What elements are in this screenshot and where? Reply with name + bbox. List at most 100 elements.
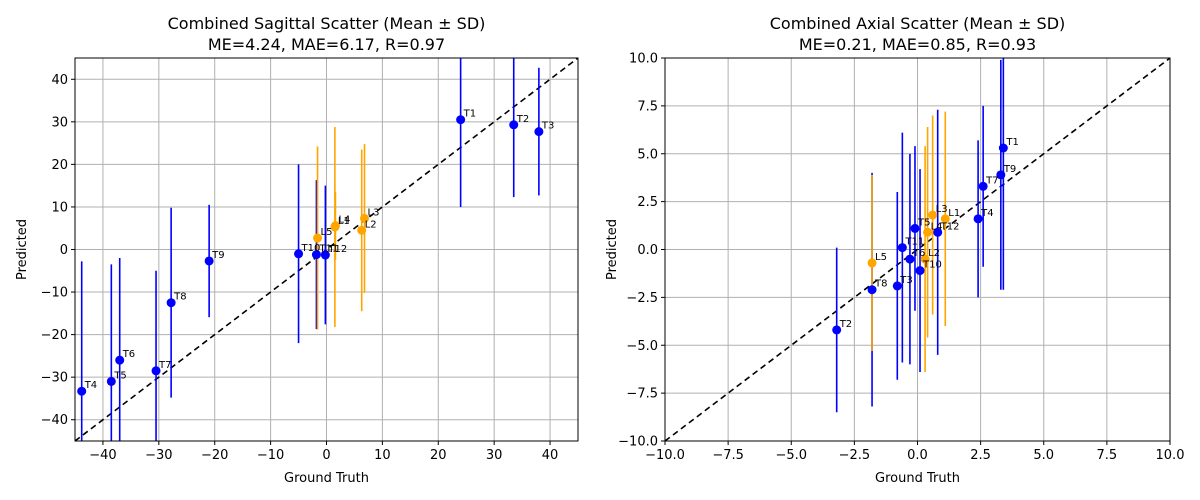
sagittal-point-l3 — [360, 213, 370, 223]
sagittal-point-t1 — [456, 115, 466, 125]
sagittal-y-tick-label: −30 — [41, 371, 68, 386]
axial-point-label-t2: T2 — [839, 319, 852, 330]
sagittal-identity-line — [74, 57, 579, 442]
axial-data-layer — [832, 58, 1008, 413]
axial-y-tick-label: 7.5 — [637, 99, 658, 114]
axial-x-tick-label: 2.5 — [970, 448, 991, 463]
sagittal-point-label-t1: T1 — [463, 109, 476, 120]
axial-point-t12 — [933, 227, 943, 237]
sagittal-y-tick-label: 10 — [51, 200, 68, 215]
sagittal-point-t3 — [534, 127, 544, 137]
sagittal-chart-title: Combined Sagittal Scatter (Mean ± SD) — [168, 14, 486, 33]
axial-point-label-t7: T7 — [985, 175, 998, 186]
axial-point-label-l4: L4 — [931, 221, 943, 232]
sagittal-y-tick-label: 40 — [51, 73, 68, 88]
sagittal-point-t5 — [106, 376, 116, 386]
axial-point-t8 — [867, 285, 877, 295]
axial-point-label-l5: L5 — [875, 252, 887, 263]
axial-identity-line — [664, 57, 1171, 442]
sagittal-x-tick-label: 20 — [430, 448, 447, 463]
sagittal-point-label-l5: L5 — [321, 227, 333, 238]
axial-point-t9 — [996, 170, 1006, 180]
axial-point-l5 — [867, 258, 877, 268]
sagittal-y-axis-label: Predicted — [15, 219, 30, 280]
sagittal-y-tick-label: −10 — [41, 286, 68, 301]
sagittal-point-t11 — [311, 250, 321, 260]
axial-chart-title: Combined Axial Scatter (Mean ± SD) — [770, 14, 1066, 33]
sagittal-point-label-t12: T12 — [327, 244, 347, 255]
axial-x-axis-label: Ground Truth — [875, 471, 960, 486]
sagittal-point-label-t3: T3 — [541, 121, 554, 132]
axial-point-l4 — [923, 227, 933, 237]
sagittal-y-tick-label: 20 — [51, 158, 68, 173]
sagittal-x-tick-label: 0 — [322, 448, 330, 463]
sagittal-point-t4 — [77, 386, 87, 396]
axial-point-l2 — [920, 254, 930, 264]
sagittal-x-tick-label: 30 — [486, 448, 503, 463]
sagittal-point-t10 — [294, 249, 304, 259]
sagittal-x-tick-label: 40 — [542, 448, 559, 463]
sagittal-point-label-t2: T2 — [516, 114, 529, 125]
axial-x-tick-label: 7.5 — [1097, 448, 1118, 463]
axial-point-t3 — [892, 281, 902, 291]
axial-point-label-t4: T4 — [980, 208, 993, 219]
sagittal-point-label-t6: T6 — [122, 349, 135, 360]
sagittal-y-tick-label: −20 — [41, 328, 68, 343]
axial-point-t10 — [915, 266, 925, 276]
sagittal-point-label-t11: T11 — [318, 244, 338, 255]
sagittal-x-tick-label: −40 — [89, 448, 116, 463]
sagittal-point-t8 — [166, 298, 176, 308]
sagittal-x-tick-label: −30 — [145, 448, 172, 463]
axial-y-axis-label: Predicted — [605, 219, 620, 280]
axial-point-label-t10: T10 — [922, 260, 942, 271]
sagittal-point-label-t8: T8 — [173, 292, 186, 303]
axial-point-t7 — [978, 181, 988, 191]
axial-y-tick-label: −5.0 — [626, 339, 658, 354]
sagittal-point-label-t7: T7 — [158, 360, 171, 371]
sagittal-y-tick-label: −40 — [41, 413, 68, 428]
sagittal-point-l5 — [313, 233, 323, 243]
axial-y-tick-label: 0.0 — [637, 243, 658, 258]
axial-point-label-t12: T12 — [940, 221, 960, 232]
axial-point-label-t1: T1 — [1005, 137, 1018, 148]
sagittal-chart-subtitle: ME=4.24, MAE=6.17, R=0.97 — [208, 35, 445, 54]
axial-y-tick-label: −7.5 — [626, 387, 658, 402]
sagittal-point-l2 — [357, 225, 367, 235]
sagittal-point-label-t4: T4 — [84, 380, 97, 391]
axial-point-label-l1: L1 — [948, 208, 960, 219]
axial-chart-subtitle: ME=0.21, MAE=0.85, R=0.93 — [799, 35, 1036, 54]
axial-point-t1 — [998, 143, 1008, 153]
sagittal-point-t9 — [204, 256, 214, 266]
axial-point-l3 — [928, 210, 938, 220]
axial-y-tick-label: −2.5 — [626, 291, 658, 306]
sagittal-point-t6 — [115, 355, 125, 365]
axial-point-label-t3: T3 — [899, 275, 912, 286]
sagittal-y-tick-label: 30 — [51, 115, 68, 130]
axial-x-tick-label: 5.0 — [1033, 448, 1054, 463]
sagittal-point-label-l4: L4 — [338, 215, 350, 226]
axial-point-label-l2: L2 — [928, 248, 940, 259]
axial-point-t11 — [897, 243, 907, 253]
axial-point-label-t6: T6 — [912, 248, 925, 259]
sagittal-point-t7 — [151, 366, 161, 376]
axial-point-t4 — [973, 214, 983, 224]
sagittal-point-label-t10: T10 — [301, 243, 321, 254]
axial-x-tick-label: −7.5 — [712, 448, 744, 463]
axial-y-tick-label: 2.5 — [637, 195, 658, 210]
axial-x-tick-label: −10.0 — [645, 448, 685, 463]
sagittal-data-layer — [77, 58, 544, 441]
sagittal-point-label-l2: L2 — [365, 219, 377, 230]
axial-y-tick-label: −10.0 — [618, 435, 658, 450]
sagittal-y-tick-label: 0 — [60, 243, 68, 258]
axial-y-tick-label: 5.0 — [637, 147, 658, 162]
sagittal-x-tick-label: 10 — [374, 448, 391, 463]
axial-x-tick-label: −2.5 — [839, 448, 871, 463]
axial-point-label-t9: T9 — [1003, 164, 1016, 175]
axial-point-t5 — [910, 223, 920, 233]
sagittal-point-t12 — [320, 250, 330, 260]
axial-x-tick-label: 0.0 — [907, 448, 928, 463]
sagittal-chart: Combined Sagittal Scatter (Mean ± SD) ME=… — [15, 14, 579, 486]
sagittal-point-t2 — [509, 120, 519, 130]
axial-point-label-t8: T8 — [874, 279, 887, 290]
sagittal-x-tick-label: −10 — [257, 448, 284, 463]
